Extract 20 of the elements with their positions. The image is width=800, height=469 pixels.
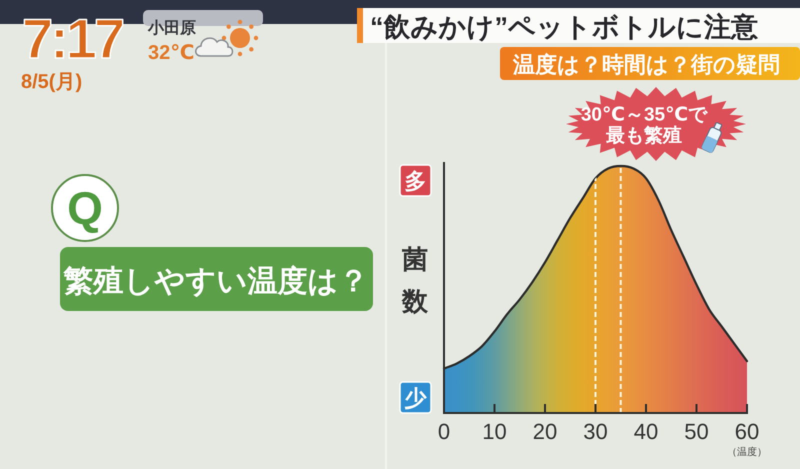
text: 30℃～35℃で最も繁殖 [580, 104, 708, 146]
x-tick-label: 0 [438, 419, 450, 444]
x-tick-label: 50 [684, 419, 709, 444]
text: 32℃ [148, 42, 194, 64]
text: 少 [404, 386, 428, 410]
chart-title: “飲みかけ”ペットボトルに注意 [370, 12, 759, 42]
x-tick-label: 10 [482, 419, 507, 444]
text: 繁殖しやすい温度は？ [62, 264, 368, 298]
x-tick-label: 60 [734, 419, 760, 444]
chart-subtitle: 温度は？時間は？街の疑問 [512, 52, 780, 77]
text: 小田原 [147, 19, 196, 37]
text: 8/5(月) [21, 71, 82, 93]
text: 7:17 [22, 7, 123, 70]
text: Q [67, 182, 103, 234]
x-tick-label: 40 [634, 419, 658, 444]
text: 多 [404, 168, 426, 194]
x-axis-title: （温度） [727, 446, 767, 458]
x-tick-label: 20 [532, 419, 558, 444]
y-axis-title: 菌数 [401, 244, 429, 316]
x-tick-label: 30 [583, 419, 608, 444]
